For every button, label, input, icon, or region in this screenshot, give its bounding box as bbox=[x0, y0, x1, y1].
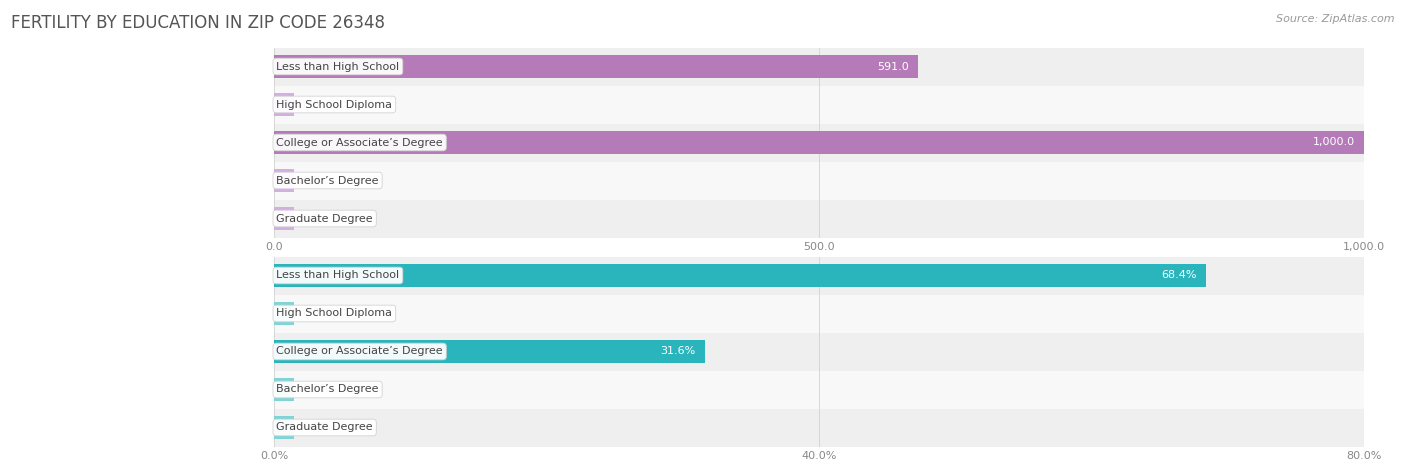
Bar bbox=[274, 408, 1364, 446]
Text: Less than High School: Less than High School bbox=[277, 61, 399, 72]
Bar bbox=[274, 256, 1364, 294]
Bar bbox=[274, 264, 1206, 287]
Text: 0.0: 0.0 bbox=[302, 213, 321, 224]
Bar bbox=[274, 200, 1364, 238]
Bar bbox=[274, 370, 1364, 408]
Text: Bachelor’s Degree: Bachelor’s Degree bbox=[277, 175, 378, 186]
Text: High School Diploma: High School Diploma bbox=[277, 99, 392, 110]
Text: College or Associate’s Degree: College or Associate’s Degree bbox=[277, 346, 443, 357]
Bar bbox=[274, 207, 294, 230]
Bar bbox=[274, 294, 1364, 332]
Bar bbox=[274, 416, 294, 439]
Text: 0.0: 0.0 bbox=[302, 99, 321, 110]
Text: 0.0%: 0.0% bbox=[302, 422, 330, 433]
Text: Graduate Degree: Graduate Degree bbox=[277, 213, 373, 224]
Bar bbox=[274, 332, 1364, 371]
Text: 68.4%: 68.4% bbox=[1161, 270, 1197, 281]
Text: 0.0%: 0.0% bbox=[302, 384, 330, 395]
Bar bbox=[274, 48, 1364, 86]
Text: High School Diploma: High School Diploma bbox=[277, 308, 392, 319]
Text: Graduate Degree: Graduate Degree bbox=[277, 422, 373, 433]
Text: 0.0%: 0.0% bbox=[302, 308, 330, 319]
Text: Source: ZipAtlas.com: Source: ZipAtlas.com bbox=[1277, 14, 1395, 24]
Text: Bachelor’s Degree: Bachelor’s Degree bbox=[277, 384, 378, 395]
Text: 31.6%: 31.6% bbox=[661, 346, 696, 357]
Bar bbox=[274, 93, 294, 116]
Text: Less than High School: Less than High School bbox=[277, 270, 399, 281]
Text: 0.0: 0.0 bbox=[302, 175, 321, 186]
Bar bbox=[274, 86, 1364, 124]
Text: FERTILITY BY EDUCATION IN ZIP CODE 26348: FERTILITY BY EDUCATION IN ZIP CODE 26348 bbox=[11, 14, 385, 32]
Bar bbox=[274, 131, 1364, 154]
Text: 591.0: 591.0 bbox=[877, 61, 910, 72]
Text: 1,000.0: 1,000.0 bbox=[1313, 137, 1355, 148]
Bar bbox=[274, 124, 1364, 162]
Bar bbox=[274, 378, 294, 401]
Bar bbox=[274, 169, 294, 192]
Bar bbox=[274, 340, 704, 363]
Text: College or Associate’s Degree: College or Associate’s Degree bbox=[277, 137, 443, 148]
Bar bbox=[274, 55, 918, 78]
Bar bbox=[274, 302, 294, 325]
Bar bbox=[274, 162, 1364, 199]
